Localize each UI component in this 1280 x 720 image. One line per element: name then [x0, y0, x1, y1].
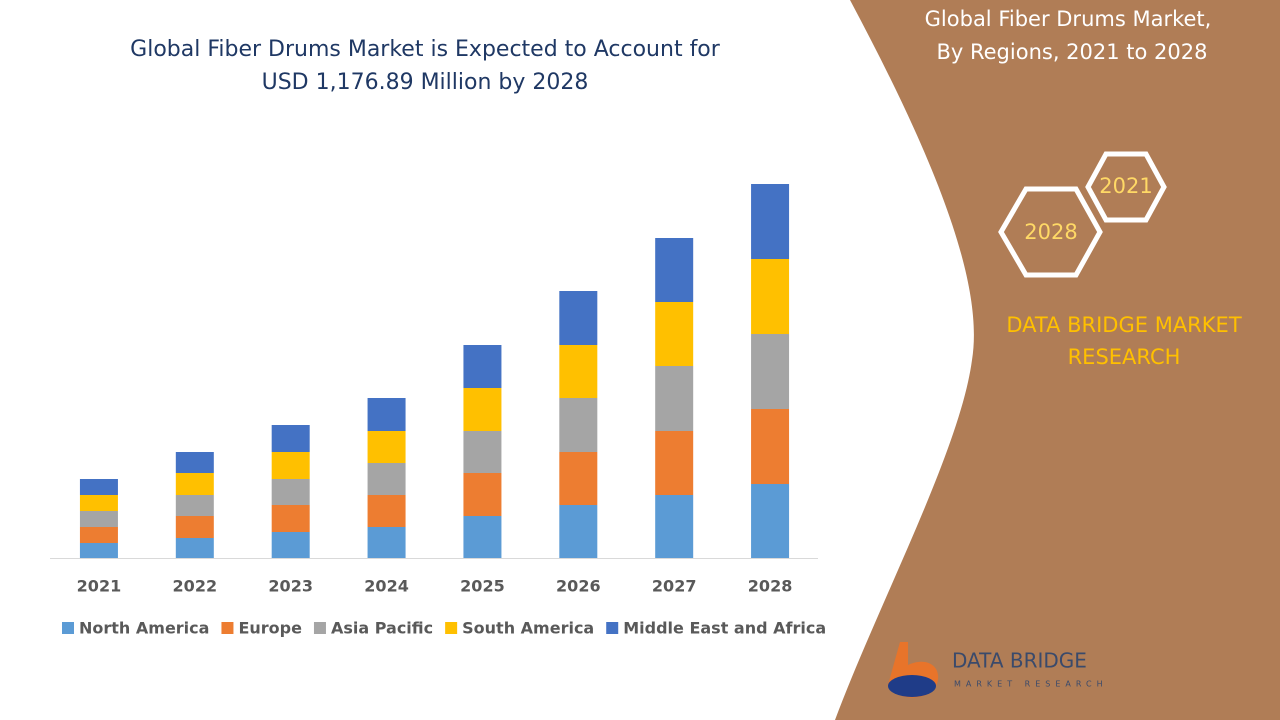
bar-segment [271, 532, 310, 558]
bar-segment [367, 527, 406, 558]
chart-title: Global Fiber Drums Market is Expected to… [130, 37, 721, 62]
legend-label: South America [462, 619, 594, 638]
x-tick-label: 2021 [77, 577, 122, 596]
bar-segment [463, 431, 502, 473]
bar-segment [559, 291, 598, 345]
bar-segment [367, 463, 406, 495]
bar-segment [463, 345, 502, 388]
side-title: Global Fiber Drums Market, [925, 7, 1212, 31]
legend-label: Asia Pacific [331, 619, 433, 638]
legend-swatch [313, 622, 326, 634]
bar-segment [559, 345, 598, 398]
bar-segment [463, 516, 502, 558]
hexagon-label: 2028 [1024, 220, 1077, 244]
legend-swatch [221, 622, 234, 634]
chart-title: USD 1,176.89 Million by 2028 [262, 70, 589, 95]
x-tick-label: 2023 [268, 577, 313, 596]
x-tick-label: 2026 [556, 577, 601, 596]
brand-text: DATA BRIDGE MARKET [1006, 313, 1241, 337]
bar-segment [463, 473, 502, 516]
bar-segment [79, 527, 118, 543]
bar-segment [175, 473, 214, 495]
hexagon [998, 186, 1103, 278]
legend-label: Europe [238, 619, 302, 638]
bar-segment [751, 409, 790, 484]
bar-segment [367, 495, 406, 527]
bar-segment [271, 479, 310, 505]
hexagon-label: 2021 [1099, 174, 1152, 198]
bar-segment [175, 516, 214, 538]
x-tick-label: 2025 [460, 577, 505, 596]
x-tick-label: 2027 [652, 577, 697, 596]
logo-name: DATA BRIDGE [952, 649, 1087, 673]
bar-segment [271, 452, 310, 479]
logo-tagline: MARKET RESEARCH [954, 680, 1108, 689]
bar-segment [79, 495, 118, 511]
logo-mark [888, 675, 936, 697]
bar-segment [559, 505, 598, 558]
bar-segment [655, 431, 694, 495]
bar-segment [751, 484, 790, 558]
bar-segment [79, 511, 118, 527]
legend-label: North America [79, 619, 209, 638]
bar-segment [655, 495, 694, 558]
bar-segment [655, 302, 694, 366]
bar-segment [463, 388, 502, 431]
bar-segment [751, 334, 790, 409]
bar-segment [175, 538, 214, 558]
bar-segment [751, 259, 790, 334]
brand-text: RESEARCH [1068, 345, 1181, 369]
bar-segment [751, 184, 790, 259]
legend-label: Middle East and Africa [623, 619, 826, 638]
x-tick-label: 2022 [173, 577, 218, 596]
bar-segment [559, 452, 598, 505]
legend-swatch [62, 622, 74, 634]
side-panel [835, 0, 1280, 720]
bar-segment [559, 398, 598, 452]
logo: DATA BRIDGE MARKET RESEARCH [888, 642, 1108, 698]
bar-segment [175, 495, 214, 516]
side-title: By Regions, 2021 to 2028 [936, 40, 1207, 64]
x-tick-label: 2024 [364, 577, 409, 596]
bar-segment [655, 366, 694, 431]
bar-segment [367, 431, 406, 463]
bar-segment [367, 398, 406, 431]
bar-segment [271, 425, 310, 452]
legend-swatch [445, 622, 458, 634]
bar-segment [175, 452, 214, 473]
bar-segment [271, 505, 310, 532]
legend-swatch [606, 622, 619, 634]
bar-segment [655, 238, 694, 302]
x-tick-label: 2028 [748, 577, 793, 596]
bar-segment [79, 543, 118, 558]
bar-segment [79, 479, 118, 495]
hexagon [1085, 151, 1167, 223]
